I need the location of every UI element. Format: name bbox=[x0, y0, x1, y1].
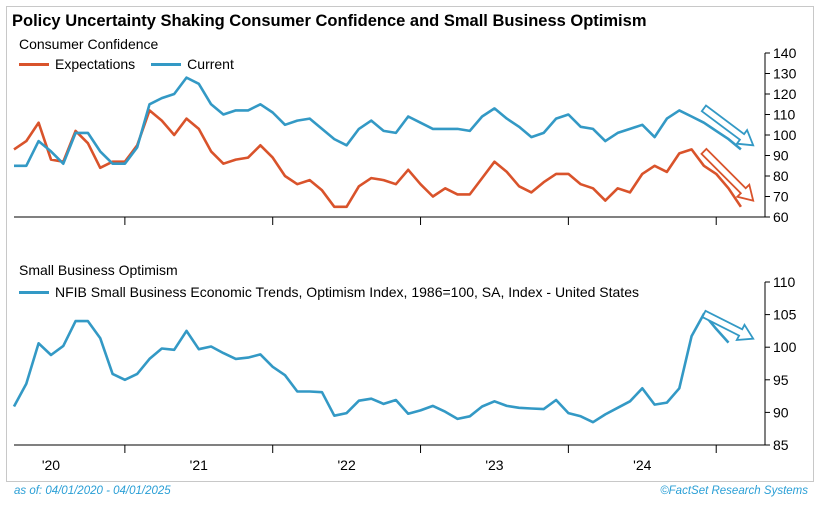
x-tick-label: '23 bbox=[485, 457, 503, 473]
legend-expectations-swatch bbox=[19, 62, 49, 66]
consumer-confidence-legend: Expectations Current bbox=[19, 56, 250, 72]
trend-arrow bbox=[700, 147, 755, 202]
legend-current-label: Current bbox=[187, 56, 234, 72]
trend-arrow bbox=[700, 104, 755, 147]
date-range-note: as of: 04/01/2020 - 04/01/2025 bbox=[14, 485, 171, 497]
y-tick-label: 90 bbox=[773, 148, 789, 164]
y-tick-label: 60 bbox=[773, 209, 789, 225]
x-tick-label: '21 bbox=[190, 457, 208, 473]
y-tick-label: 120 bbox=[773, 86, 797, 102]
x-tick-label: '20 bbox=[42, 457, 60, 473]
trend-arrow bbox=[701, 309, 755, 342]
y-tick-label: 100 bbox=[773, 127, 797, 143]
y-tick-label: 95 bbox=[773, 372, 789, 388]
consumer-confidence-subtitle: Consumer Confidence bbox=[19, 36, 159, 52]
y-tick-label: 70 bbox=[773, 189, 789, 205]
legend-nfib-swatch bbox=[19, 290, 49, 294]
series-line-current bbox=[14, 76, 742, 168]
y-tick-label: 90 bbox=[773, 404, 789, 420]
x-tick-label: '24 bbox=[633, 457, 651, 473]
y-tick-label: 100 bbox=[773, 339, 797, 355]
series-line-nfib bbox=[12, 312, 730, 424]
x-tick-label: '22 bbox=[338, 457, 356, 473]
legend-current-swatch bbox=[151, 62, 182, 66]
y-tick-label: 85 bbox=[773, 437, 789, 453]
y-tick-label: 105 bbox=[773, 307, 797, 323]
small-business-legend: NFIB Small Business Economic Trends, Opt… bbox=[19, 284, 655, 300]
chart-title: Policy Uncertainty Shaking Consumer Conf… bbox=[12, 12, 647, 30]
legend-expectations-label: Expectations bbox=[55, 56, 136, 72]
source-credit: ©FactSet Research Systems bbox=[660, 485, 808, 497]
y-tick-label: 140 bbox=[773, 45, 797, 61]
small-business-subtitle: Small Business Optimism bbox=[19, 262, 178, 278]
y-tick-label: 130 bbox=[773, 66, 797, 82]
legend-nfib-label: NFIB Small Business Economic Trends, Opt… bbox=[55, 284, 639, 300]
y-tick-label: 110 bbox=[773, 107, 796, 123]
chart-frame bbox=[6, 6, 814, 482]
y-tick-label: 80 bbox=[773, 168, 789, 184]
y-tick-label: 110 bbox=[773, 274, 796, 290]
